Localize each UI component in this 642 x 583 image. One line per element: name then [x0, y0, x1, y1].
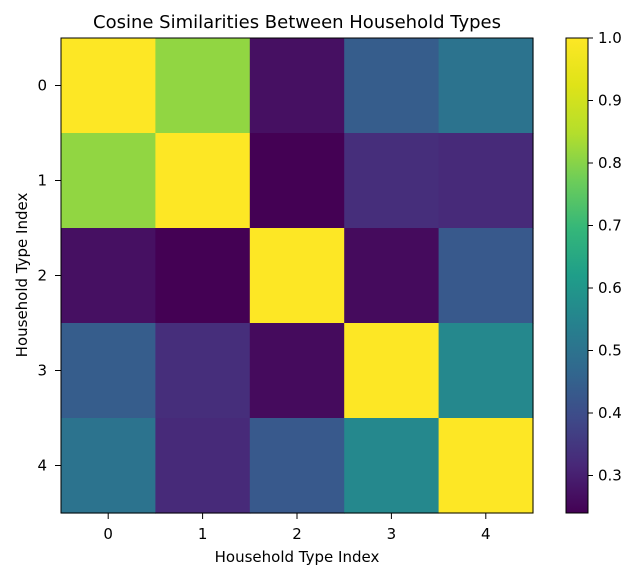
- colorbar-ticks: 0.3 0.4 0.5 0.6 0.7 0.8 0.9 1.0: [588, 29, 622, 485]
- heatmap-cell-r4-c0: [61, 418, 156, 514]
- colorbar-tick-label-2: 0.5: [598, 342, 622, 360]
- x-tick-label-3: 3: [387, 525, 397, 543]
- heatmap-cell-r0-c3: [344, 38, 440, 134]
- colorbar-tick-label-4: 0.7: [598, 217, 622, 235]
- colorbar: [565, 37, 589, 514]
- heatmap-cell-r4-c4: [438, 418, 534, 514]
- heatmap-cell-r0-c0: [61, 38, 156, 134]
- heatmap-cell-r1-c0: [61, 133, 156, 229]
- x-tick-label-2: 2: [292, 525, 302, 543]
- heatmap-cell-r3-c0: [61, 323, 156, 419]
- heatmap-cell-r3-c1: [155, 323, 251, 419]
- chart-title: Cosine Similarities Between Household Ty…: [93, 12, 501, 33]
- y-axis-label: Household Type Index: [13, 193, 31, 358]
- heatmap-cell-r3-c3: [344, 323, 440, 419]
- heatmap-cell-r1-c1: [155, 133, 251, 229]
- y-axis-ticks: 0 1 2 3 4: [37, 77, 61, 475]
- heatmap-cell-r3-c2: [249, 323, 345, 419]
- colorbar-tick-label-3: 0.6: [598, 279, 622, 297]
- colorbar-tick-label-5: 0.8: [598, 154, 622, 172]
- heatmap-cells: [61, 38, 534, 514]
- colorbar-tick-label-6: 0.9: [598, 92, 622, 110]
- x-axis-ticks: 0 1 2 3 4: [103, 513, 491, 543]
- heatmap-cell-r2-c3: [344, 228, 440, 324]
- heatmap-cell-r0-c4: [438, 38, 534, 134]
- colorbar-tick-label-7: 1.0: [598, 29, 622, 47]
- heatmap-cell-r4-c3: [344, 418, 440, 514]
- x-tick-label-0: 0: [103, 525, 113, 543]
- heatmap-cell-r0-c1: [155, 38, 251, 134]
- x-axis-label: Household Type Index: [215, 548, 380, 566]
- heatmap-cell-r2-c2: [249, 228, 345, 324]
- y-tick-label-1: 1: [37, 172, 47, 190]
- x-tick-label-1: 1: [198, 525, 208, 543]
- heatmap-cell-r2-c0: [61, 228, 156, 324]
- heatmap-cell-r1-c2: [249, 133, 345, 229]
- x-tick-label-4: 4: [481, 525, 491, 543]
- heatmap-cell-r2-c1: [155, 228, 251, 324]
- colorbar-tick-label-1: 0.4: [598, 404, 622, 422]
- heatmap-cell-r1-c4: [438, 133, 534, 229]
- heatmap-cell-r0-c2: [249, 38, 345, 134]
- heatmap-cell-r3-c4: [438, 323, 534, 419]
- heatmap-cell-r2-c4: [438, 228, 534, 324]
- heatmap-cell-r4-c2: [249, 418, 345, 514]
- y-tick-label-2: 2: [37, 267, 47, 285]
- y-tick-label-4: 4: [37, 457, 47, 475]
- heatmap-cell-r1-c3: [344, 133, 440, 229]
- heatmap-cell-r4-c1: [155, 418, 251, 514]
- colorbar-tick-label-0: 0.3: [598, 467, 622, 485]
- y-tick-label-3: 3: [37, 362, 47, 380]
- y-tick-label-0: 0: [37, 77, 47, 95]
